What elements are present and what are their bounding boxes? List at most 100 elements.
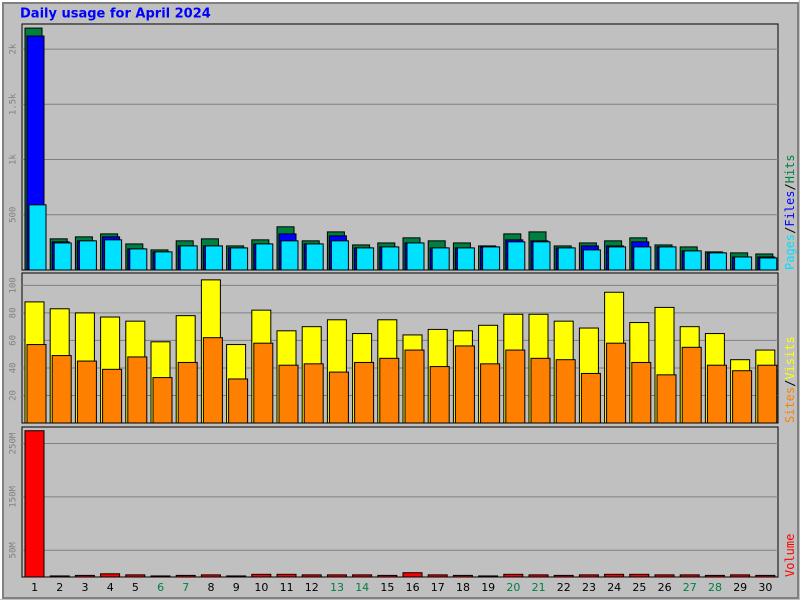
bar — [253, 342, 274, 424]
x-tick-label: 9 — [233, 581, 240, 594]
bar — [530, 357, 551, 424]
bar — [507, 241, 526, 271]
bar — [708, 252, 727, 271]
x-tick-label: 25 — [632, 581, 646, 594]
bar — [356, 247, 375, 271]
bar — [301, 574, 322, 578]
bar — [505, 349, 526, 424]
x-tick-label: 5 — [132, 581, 139, 594]
bar — [732, 370, 753, 424]
bar — [150, 575, 171, 578]
legend-entry: Hits — [783, 154, 797, 183]
x-tick-label: 12 — [305, 581, 319, 594]
bar — [28, 204, 47, 271]
bar — [578, 574, 599, 578]
x-tick-label: 8 — [208, 581, 215, 594]
bar — [330, 240, 349, 271]
bar — [228, 378, 249, 424]
x-tick-label: 3 — [82, 581, 89, 594]
bar — [127, 356, 148, 424]
x-tick-label: 4 — [107, 581, 114, 594]
x-tick-label: 28 — [708, 581, 722, 594]
x-tick-label: 26 — [658, 581, 672, 594]
bar — [654, 574, 675, 578]
y-tick-label: 250M — [9, 432, 19, 454]
bar — [179, 245, 198, 271]
bar — [251, 573, 272, 578]
bar — [431, 247, 450, 271]
x-tick-label: 6 — [157, 581, 164, 594]
bar — [26, 344, 47, 424]
bar — [730, 574, 751, 578]
y-tick-label: 60 — [9, 335, 19, 346]
plot-area — [21, 23, 779, 271]
x-tick-label: 15 — [380, 581, 394, 594]
bar — [454, 345, 475, 424]
bar — [629, 573, 650, 578]
bar — [706, 364, 727, 424]
legend-separator: / — [783, 380, 797, 387]
y-tick-label: 80 — [9, 307, 19, 318]
bar — [406, 242, 425, 271]
bar — [278, 364, 299, 424]
plot-area — [21, 426, 779, 578]
bar — [152, 377, 173, 424]
y-tick-label: 500 — [9, 207, 19, 223]
bar — [74, 574, 95, 578]
bar — [757, 364, 778, 424]
bar — [280, 240, 299, 271]
bar — [49, 575, 70, 578]
bar — [553, 574, 574, 578]
plot-area — [21, 272, 779, 424]
bar — [305, 243, 324, 271]
bar — [683, 250, 702, 271]
x-tick-label: 11 — [280, 581, 294, 594]
x-tick-label: 14 — [355, 581, 369, 594]
bar — [452, 574, 473, 578]
bar — [226, 575, 247, 578]
legend: Pages/Files/Hits — [783, 154, 797, 270]
bar — [580, 372, 601, 424]
bar — [679, 574, 700, 578]
bar — [480, 363, 501, 424]
x-tick-label: 30 — [758, 581, 772, 594]
bar — [78, 240, 97, 271]
y-tick-label: 150M — [9, 486, 19, 508]
bar — [456, 247, 475, 271]
x-tick-label: 19 — [481, 581, 495, 594]
x-tick-label: 2 — [56, 581, 63, 594]
bar — [76, 360, 97, 424]
bar — [704, 574, 725, 578]
chart-title: Daily usage for April 2024 — [20, 7, 211, 22]
bar — [557, 247, 576, 271]
bar — [503, 573, 524, 578]
y-tick-label: 1.5k — [9, 93, 19, 115]
x-tick-label: 7 — [182, 581, 189, 594]
bar — [328, 371, 349, 424]
bar — [656, 374, 677, 424]
bar — [427, 574, 448, 578]
bar — [53, 242, 72, 271]
bar — [354, 361, 375, 424]
legend-entry: Visits — [783, 336, 797, 379]
bar — [200, 574, 221, 578]
bar — [24, 430, 45, 578]
x-tick-label: 16 — [406, 581, 420, 594]
x-tick-label: 18 — [456, 581, 470, 594]
legend-entry: Volume — [783, 534, 797, 577]
bar — [658, 246, 677, 271]
x-tick-label: 17 — [431, 581, 445, 594]
bar — [326, 574, 347, 578]
legend: Volume — [783, 534, 797, 577]
bar — [606, 342, 627, 424]
y-tick-label: 1k — [9, 154, 19, 165]
x-tick-label: 27 — [683, 581, 697, 594]
y-tick-label: 20 — [9, 390, 19, 401]
x-tick-label: 20 — [506, 581, 520, 594]
bar — [755, 574, 776, 578]
bar — [429, 366, 450, 424]
x-tick-label: 22 — [557, 581, 571, 594]
